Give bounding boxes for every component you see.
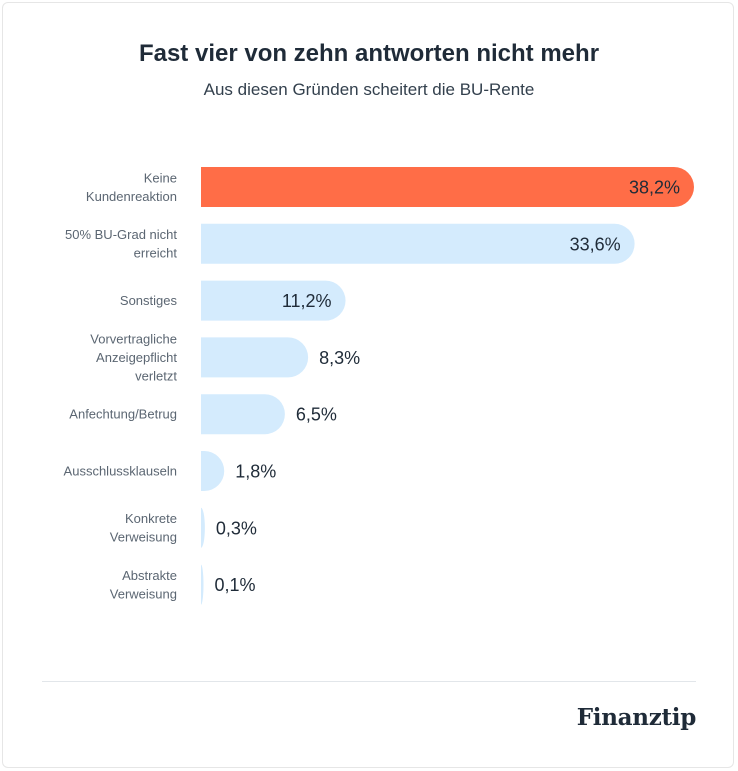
category-label-1: 50% BU-Grad nicht erreicht bbox=[65, 227, 177, 260]
bar-5 bbox=[201, 451, 225, 492]
bar-1 bbox=[201, 223, 635, 264]
value-label-4: 6,5% bbox=[296, 405, 337, 425]
footer-divider bbox=[42, 681, 696, 682]
value-label-2: 11,2% bbox=[282, 291, 332, 311]
value-label-7: 0,1% bbox=[215, 575, 256, 595]
category-label-5: Ausschlussklauseln bbox=[64, 464, 177, 479]
bar-3 bbox=[201, 337, 309, 378]
category-label-2: Sonstiges bbox=[120, 293, 178, 308]
bar-6 bbox=[201, 507, 205, 548]
bar-2 bbox=[201, 280, 346, 321]
value-label-0: 38,2% bbox=[629, 178, 680, 198]
chart-subtitle: Aus diesen Gründen scheitert die BU-Rent… bbox=[203, 80, 535, 99]
finanztip-logo: Finanztip bbox=[576, 704, 697, 731]
value-label-1: 33,6% bbox=[570, 234, 621, 254]
value-label-5: 1,8% bbox=[235, 462, 276, 482]
bar-4 bbox=[201, 394, 285, 435]
chart-title: Fast vier von zehn antworten nicht mehr bbox=[138, 40, 600, 67]
bar-7 bbox=[201, 564, 204, 605]
value-label-3: 8,3% bbox=[319, 348, 360, 368]
category-label-6: Konkrete Verweisung bbox=[110, 511, 177, 545]
category-label-4: Anfechtung/Betrug bbox=[69, 407, 177, 422]
category-label-0: Keine Kundenreaktion bbox=[86, 170, 177, 204]
bar-0 bbox=[201, 167, 694, 207]
value-label-6: 0,3% bbox=[216, 518, 257, 538]
category-label-3: Vorvertragliche Anzeigepflicht verletzt bbox=[90, 331, 177, 383]
category-label-7: Abstrakte Verweisung bbox=[110, 568, 177, 602]
bar-chart: 38,2% Keine Kundenreaktion 33,6% 50% BU-Grad… bbox=[64, 167, 694, 605]
